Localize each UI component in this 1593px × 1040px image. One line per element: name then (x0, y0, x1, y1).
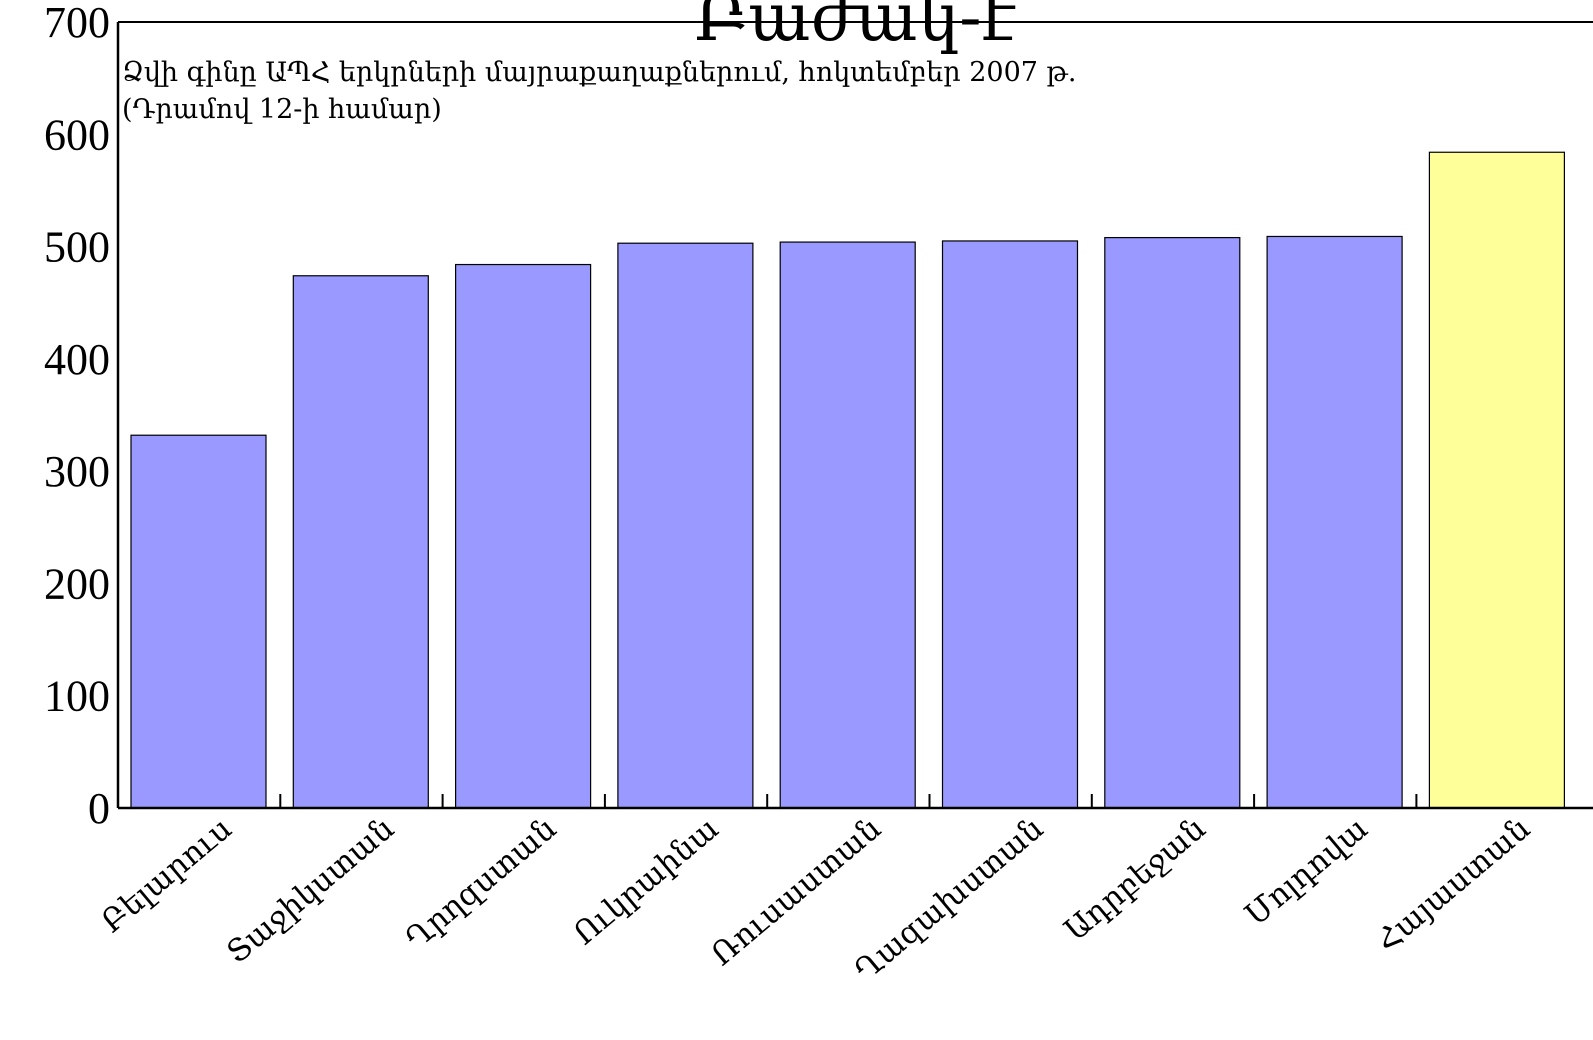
chart-subtitle-line-2: (Դրամով 12-ի համար) (122, 94, 442, 125)
bar-3 (455, 263, 592, 809)
chart-subtitle-line-1: Ձվի գինը ԱՊՀ երկրների մայրաքաղաքներում, … (122, 57, 1076, 88)
x-category-label-9: Հայաստան (1369, 811, 1537, 960)
y-tick-label-700: 700 (44, 0, 110, 47)
x-category-label-4: Ուկրաինա (567, 811, 726, 953)
bar-4 (617, 242, 754, 809)
bar-1 (130, 434, 267, 809)
axes-group (116, 21, 1593, 810)
x-category-label-2: Տաջիկստան (220, 811, 401, 971)
y-tick-label-500: 500 (44, 223, 110, 272)
y-tick-label-600: 600 (44, 110, 110, 159)
x-category-label-8: Մոլդովա (1238, 811, 1375, 934)
y-tick-label-200: 200 (44, 559, 110, 608)
bar-2 (292, 275, 429, 809)
y-tick-label-100: 100 (44, 672, 110, 721)
bar-8 (1266, 235, 1403, 809)
x-category-label-5: Ռուսաստան (704, 811, 888, 973)
bars-group (130, 151, 1566, 809)
x-category-label-3: Ղրղզստան (399, 811, 564, 957)
y-tick-label-300: 300 (44, 447, 110, 496)
bar-6 (941, 240, 1079, 809)
y-ticks-group: 0 100 200 300 400 500 600 700 (44, 0, 110, 833)
bar-7 (1104, 236, 1241, 809)
x-category-label-7: Ադրբեջան (1058, 811, 1213, 949)
chart-title: Բաժակ-է (695, 0, 1016, 56)
y-tick-label-400: 400 (44, 335, 110, 384)
x-category-label-1: Բելարուս (94, 811, 239, 940)
bar-5 (779, 241, 916, 809)
y-tick-label-0: 0 (88, 784, 110, 833)
bar-9 (1428, 151, 1566, 809)
